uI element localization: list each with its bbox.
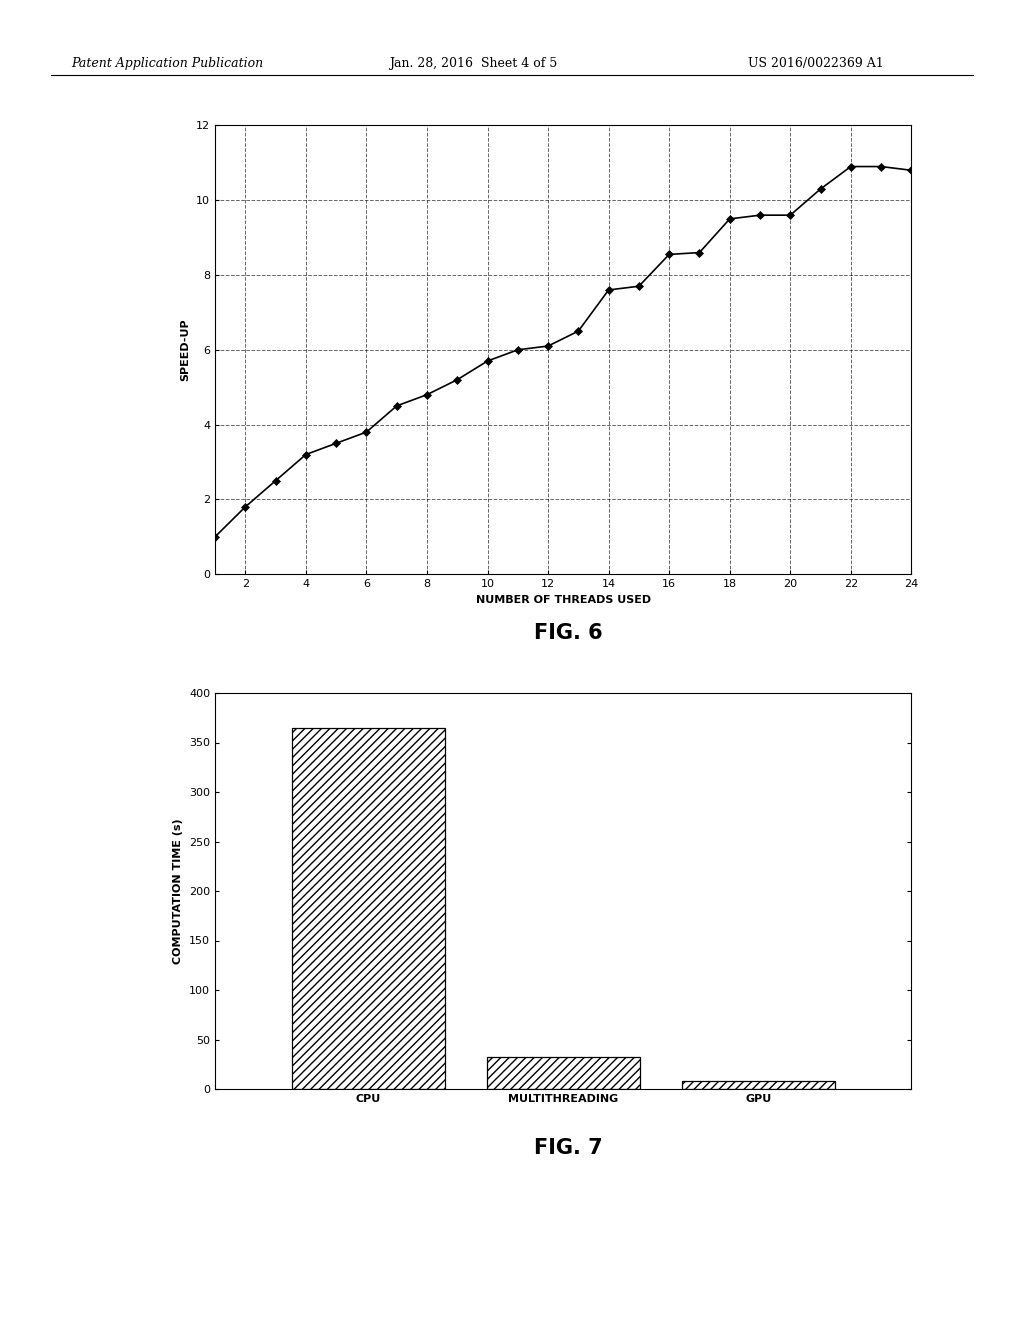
Text: Patent Application Publication: Patent Application Publication: [72, 57, 264, 70]
Bar: [292, 727, 444, 1089]
Y-axis label: COMPUTATION TIME (s): COMPUTATION TIME (s): [173, 818, 183, 964]
X-axis label: NUMBER OF THREADS USED: NUMBER OF THREADS USED: [475, 594, 651, 605]
Text: Jan. 28, 2016  Sheet 4 of 5: Jan. 28, 2016 Sheet 4 of 5: [389, 57, 557, 70]
Text: FIG. 7: FIG. 7: [534, 1138, 603, 1158]
Text: FIG. 6: FIG. 6: [534, 623, 603, 643]
Text: US 2016/0022369 A1: US 2016/0022369 A1: [748, 57, 884, 70]
Bar: [486, 1057, 640, 1089]
Y-axis label: SPEED-UP: SPEED-UP: [180, 318, 190, 381]
Bar: [682, 1081, 835, 1089]
